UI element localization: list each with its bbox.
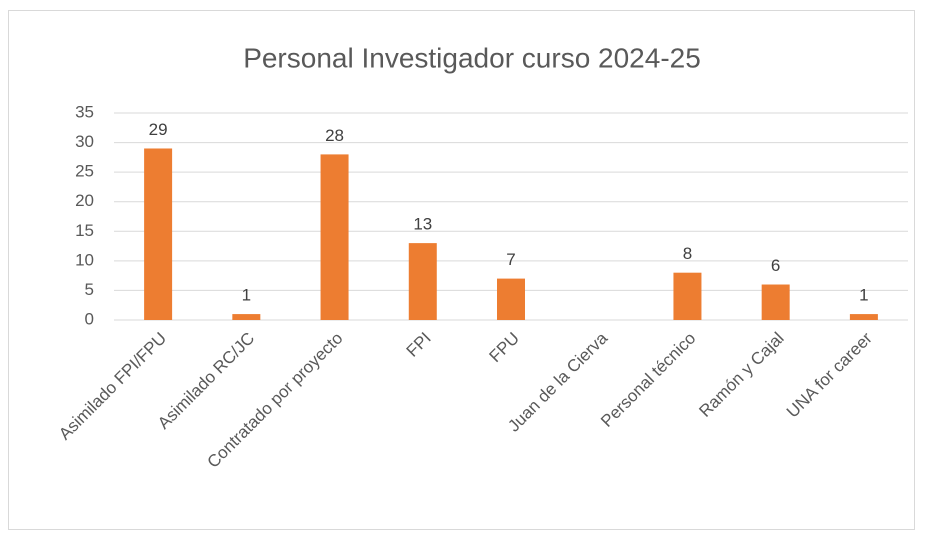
bar (144, 148, 173, 320)
y-tick-label: 5 (85, 280, 94, 299)
bar (408, 243, 437, 320)
y-tick-label: 30 (75, 132, 94, 151)
data-label: 8 (683, 244, 692, 263)
data-label: 29 (149, 120, 168, 139)
y-tick-label: 20 (75, 191, 94, 210)
y-tick-label: 15 (75, 221, 94, 240)
bar (497, 278, 525, 320)
bar (761, 284, 790, 320)
bar (320, 154, 349, 320)
data-label: 1 (859, 286, 868, 305)
data-label: 6 (771, 256, 780, 275)
bar (673, 272, 702, 320)
bar (849, 314, 878, 320)
data-label: 1 (242, 286, 251, 305)
y-tick-label: 35 (75, 102, 94, 121)
chart-title: Personal Investigador curso 2024-25 (243, 42, 701, 73)
y-tick-label: 10 (75, 250, 94, 269)
data-label: 7 (506, 250, 515, 269)
y-tick-label: 25 (75, 162, 94, 181)
data-label: 13 (413, 215, 432, 234)
data-label: 28 (325, 126, 344, 145)
bar (232, 314, 261, 320)
y-tick-label: 0 (85, 309, 94, 328)
